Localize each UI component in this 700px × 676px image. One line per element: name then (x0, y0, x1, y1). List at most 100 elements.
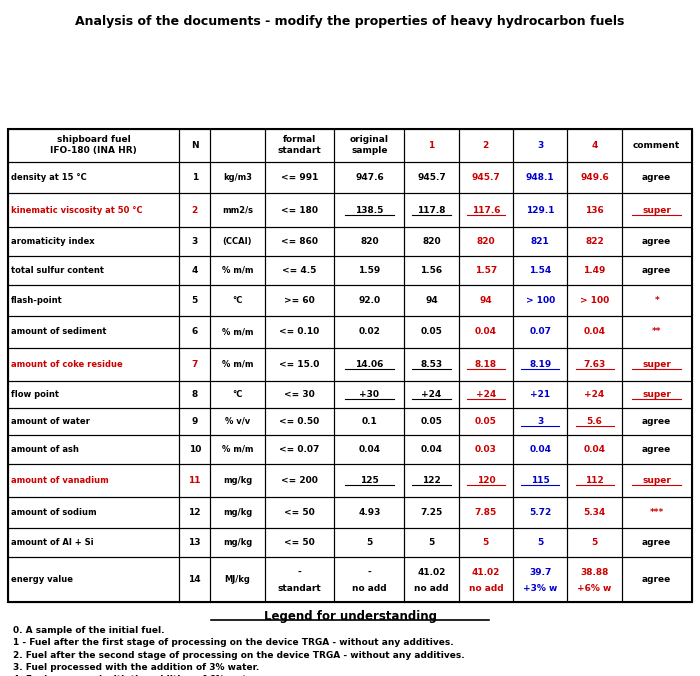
Text: 14.06: 14.06 (355, 360, 384, 369)
Text: 138.5: 138.5 (355, 206, 384, 215)
Bar (335, 193, 405, 227)
Bar (179, 193, 210, 227)
Bar (265, 316, 335, 347)
Text: 1: 1 (192, 173, 198, 183)
Text: > 100: > 100 (526, 296, 555, 305)
Text: 4: 4 (192, 266, 198, 275)
Text: super: super (642, 390, 671, 399)
Text: 5.72: 5.72 (529, 508, 552, 517)
Text: 0.05: 0.05 (475, 416, 497, 426)
Text: 5.6: 5.6 (587, 416, 603, 426)
Text: 0.02: 0.02 (358, 327, 380, 337)
Bar (179, 347, 210, 381)
Bar (458, 162, 513, 193)
Bar (405, 285, 458, 316)
Bar (513, 381, 568, 408)
Text: <= 4.5: <= 4.5 (282, 266, 316, 275)
Bar (210, 381, 265, 408)
Text: 136: 136 (585, 206, 604, 215)
Bar (335, 497, 405, 529)
Text: 0.04: 0.04 (584, 445, 606, 454)
Text: amount of sodium: amount of sodium (11, 508, 97, 517)
Text: agree: agree (642, 416, 671, 426)
Text: amount of water: amount of water (11, 416, 90, 426)
Text: 41.02: 41.02 (472, 568, 500, 577)
Bar (622, 227, 692, 256)
Bar (179, 497, 210, 529)
Text: 39.7: 39.7 (529, 568, 552, 577)
Bar (622, 558, 692, 602)
Bar (622, 408, 692, 435)
Bar (179, 162, 210, 193)
Text: agree: agree (642, 575, 671, 584)
Bar (458, 316, 513, 347)
Text: original
sample: original sample (350, 135, 389, 155)
Bar (265, 285, 335, 316)
Bar (622, 381, 692, 408)
Bar (513, 162, 568, 193)
Text: <= 0.07: <= 0.07 (279, 445, 320, 454)
Bar (513, 408, 568, 435)
Bar (458, 408, 513, 435)
Text: 5: 5 (366, 538, 372, 548)
Text: 0.04: 0.04 (475, 327, 497, 337)
Text: super: super (642, 206, 671, 215)
Text: 5: 5 (537, 538, 543, 548)
Text: 0.07: 0.07 (529, 327, 551, 337)
Bar (8, 529, 179, 558)
Text: 0.03: 0.03 (475, 445, 497, 454)
Text: 8.19: 8.19 (529, 360, 552, 369)
Bar (179, 227, 210, 256)
Bar (458, 128, 513, 162)
Text: <= 991: <= 991 (281, 173, 318, 183)
Bar (210, 347, 265, 381)
Text: 3: 3 (192, 237, 198, 246)
Bar (513, 128, 568, 162)
Text: aromaticity index: aromaticity index (11, 237, 95, 246)
Bar (8, 128, 179, 162)
Bar (458, 464, 513, 497)
Bar (335, 347, 405, 381)
Bar (210, 464, 265, 497)
Bar (335, 285, 405, 316)
Bar (335, 162, 405, 193)
Text: 10: 10 (188, 445, 201, 454)
Text: 129.1: 129.1 (526, 206, 554, 215)
Bar (179, 464, 210, 497)
Bar (179, 285, 210, 316)
Bar (210, 435, 265, 464)
Bar (458, 435, 513, 464)
Text: (CCAI): (CCAI) (223, 237, 252, 246)
Bar (265, 193, 335, 227)
Bar (335, 128, 405, 162)
Bar (179, 529, 210, 558)
Text: 5: 5 (483, 538, 489, 548)
Text: 1.59: 1.59 (358, 266, 381, 275)
Text: kinematic viscosity at 50 °C: kinematic viscosity at 50 °C (11, 206, 143, 215)
Text: amount of ash: amount of ash (11, 445, 79, 454)
Bar (458, 347, 513, 381)
Bar (622, 464, 692, 497)
Text: 14: 14 (188, 575, 201, 584)
Bar (179, 408, 210, 435)
Text: +6% w: +6% w (578, 584, 612, 593)
Text: 7.63: 7.63 (583, 360, 606, 369)
Text: > 100: > 100 (580, 296, 609, 305)
Bar (335, 381, 405, 408)
Text: 3: 3 (537, 141, 543, 150)
Bar (405, 347, 458, 381)
Text: 4.93: 4.93 (358, 508, 381, 517)
Text: 4: 4 (592, 141, 598, 150)
Bar (8, 381, 179, 408)
Text: 7: 7 (192, 360, 198, 369)
Bar (568, 256, 622, 285)
Text: 115: 115 (531, 476, 550, 485)
Bar (179, 558, 210, 602)
Text: mg/kg: mg/kg (223, 508, 252, 517)
Bar (513, 435, 568, 464)
Bar (458, 193, 513, 227)
Bar (179, 316, 210, 347)
Bar (568, 316, 622, 347)
Bar (513, 316, 568, 347)
Text: 7.25: 7.25 (421, 508, 442, 517)
